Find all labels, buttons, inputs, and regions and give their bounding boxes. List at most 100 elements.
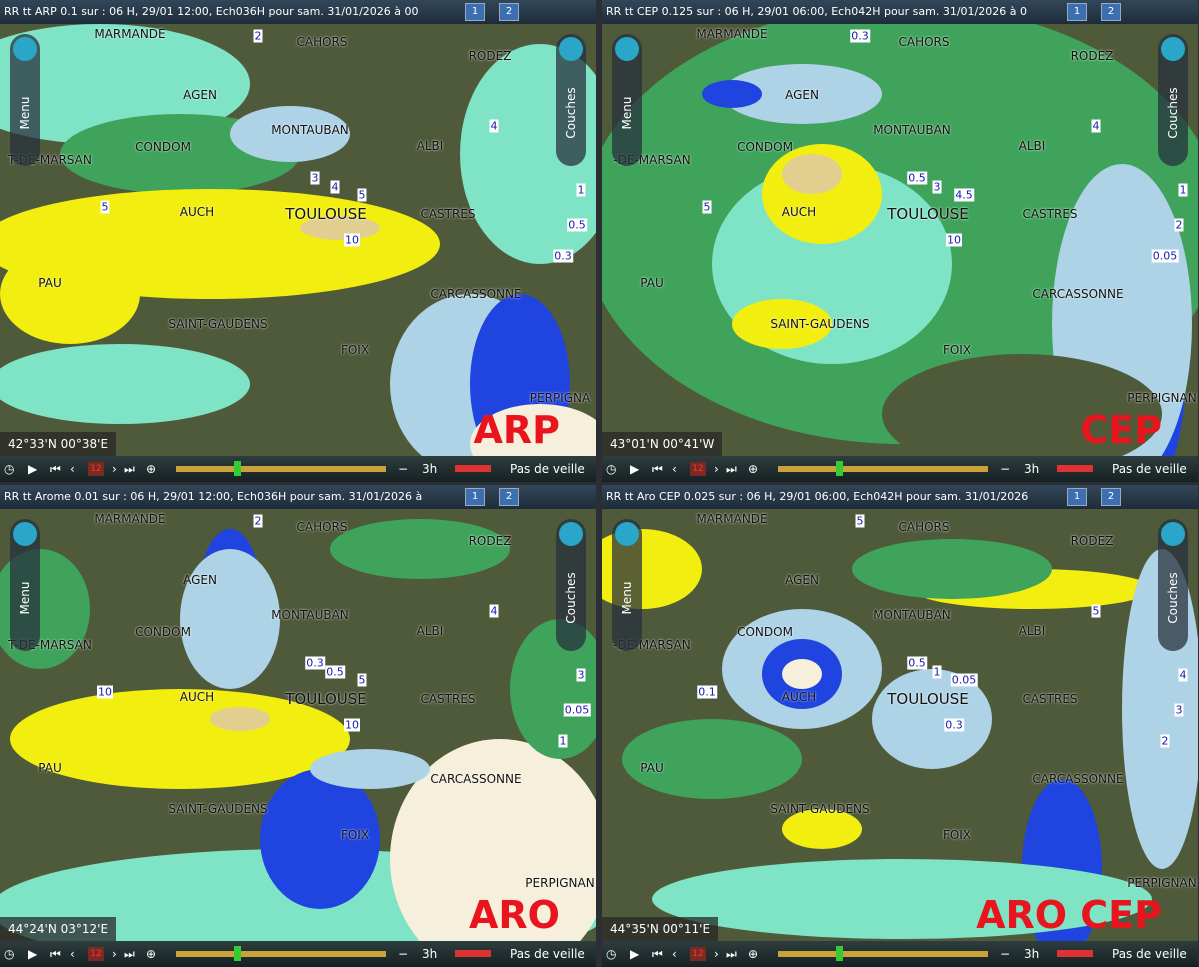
city-label: CASTRES bbox=[420, 692, 476, 706]
window-button[interactable]: 1 bbox=[1067, 488, 1087, 506]
time-slider[interactable] bbox=[176, 951, 386, 957]
city-label: CAHORS bbox=[296, 520, 348, 534]
step[interactable]: 3h bbox=[1024, 462, 1040, 476]
precip-area bbox=[310, 749, 430, 789]
step[interactable]: 3h bbox=[1024, 947, 1040, 961]
next-button[interactable]: › bbox=[112, 462, 117, 476]
last-button[interactable]: ⏭ bbox=[124, 947, 135, 961]
menu-button[interactable]: Menu bbox=[10, 519, 40, 651]
date-badge[interactable]: 12 bbox=[690, 462, 706, 476]
city-label: FOIX bbox=[340, 828, 370, 842]
slider-knob[interactable] bbox=[836, 946, 843, 961]
city-label: ALBI bbox=[1018, 624, 1046, 638]
city-label: CONDOM bbox=[135, 140, 191, 154]
window-button[interactable]: 2 bbox=[1101, 3, 1121, 21]
map[interactable] bbox=[0, 509, 596, 941]
city-label: TOULOUSE bbox=[887, 205, 969, 223]
time-slider[interactable] bbox=[176, 466, 386, 472]
zoom-button[interactable]: ⊕ bbox=[146, 462, 157, 476]
prev-button[interactable]: ‹ bbox=[70, 947, 75, 961]
zoom-button[interactable]: ⊕ bbox=[748, 947, 759, 961]
window-button[interactable]: 1 bbox=[465, 3, 485, 21]
first-button[interactable]: ⏮ bbox=[652, 947, 663, 961]
menu-button[interactable]: Menu bbox=[10, 34, 40, 166]
minus-button[interactable]: − bbox=[398, 462, 409, 476]
first-button[interactable]: ⏮ bbox=[50, 947, 61, 961]
precip-area bbox=[882, 354, 1162, 456]
toolbar: ◷ ▶ ⏮ ‹ 12 › ⏭ ⊕ −3h Pas de veille bbox=[602, 456, 1198, 482]
date-badge[interactable]: 12 bbox=[690, 947, 706, 961]
watch[interactable]: Pas de veille bbox=[1112, 947, 1187, 961]
zoom-button[interactable]: ⊕ bbox=[748, 462, 759, 476]
contour-label: 0.05 bbox=[1151, 249, 1179, 263]
watch[interactable]: Pas de veille bbox=[510, 462, 585, 476]
map[interactable] bbox=[602, 509, 1198, 941]
layers-button[interactable]: Couches bbox=[556, 519, 586, 651]
slider-knob[interactable] bbox=[234, 946, 241, 961]
minus-button[interactable]: − bbox=[1000, 462, 1011, 476]
menu-button[interactable]: Menu bbox=[612, 519, 642, 651]
play-button[interactable]: ▶ bbox=[630, 462, 640, 476]
first-button[interactable]: ⏮ bbox=[652, 462, 663, 476]
play-button[interactable]: ▶ bbox=[630, 947, 640, 961]
step[interactable]: 3h bbox=[422, 462, 438, 476]
speed-slider[interactable] bbox=[1057, 950, 1093, 957]
speed-slider[interactable] bbox=[455, 950, 491, 957]
prev-button[interactable]: ‹ bbox=[70, 462, 75, 476]
window-button[interactable]: 2 bbox=[499, 488, 519, 506]
last-button[interactable]: ⏭ bbox=[726, 947, 737, 961]
prev-button[interactable]: ‹ bbox=[672, 947, 677, 961]
menu-button[interactable]: Menu bbox=[612, 34, 642, 166]
clock-button[interactable]: ◷ bbox=[4, 947, 15, 961]
date-badge[interactable]: 12 bbox=[88, 462, 104, 476]
play-button[interactable]: ▶ bbox=[28, 462, 38, 476]
layers-icon bbox=[1161, 522, 1185, 546]
slider-knob[interactable] bbox=[234, 461, 241, 476]
zoom-button[interactable]: ⊕ bbox=[146, 947, 157, 961]
slider-knob[interactable] bbox=[836, 461, 843, 476]
next-button[interactable]: › bbox=[714, 947, 719, 961]
clock-button[interactable]: ◷ bbox=[606, 947, 617, 961]
contour-label: 5 bbox=[100, 200, 110, 214]
prev-button[interactable]: ‹ bbox=[672, 462, 677, 476]
contour-label: 2 bbox=[253, 29, 263, 43]
clock-button[interactable]: ◷ bbox=[4, 462, 15, 476]
step[interactable]: 3h bbox=[422, 947, 438, 961]
last-button[interactable]: ⏭ bbox=[124, 462, 135, 476]
contour-label: 10 bbox=[344, 718, 360, 732]
layers-button[interactable]: Couches bbox=[556, 34, 586, 166]
title: RR tt CEP 0.125 sur : 06 H, 29/01 06:00,… bbox=[606, 5, 1027, 18]
time-slider[interactable] bbox=[778, 951, 988, 957]
next-button[interactable]: › bbox=[714, 462, 719, 476]
speed-slider[interactable] bbox=[1057, 465, 1093, 472]
window-button[interactable]: 1 bbox=[465, 488, 485, 506]
contour-label: 0.05 bbox=[563, 703, 591, 717]
city-label: CARCASSONNE bbox=[430, 287, 522, 301]
map[interactable] bbox=[602, 24, 1198, 456]
next-button[interactable]: › bbox=[112, 947, 117, 961]
menu-icon bbox=[13, 37, 37, 61]
first-button[interactable]: ⏮ bbox=[50, 462, 61, 476]
layers-icon bbox=[1161, 37, 1185, 61]
map[interactable] bbox=[0, 24, 596, 456]
window-button[interactable]: 2 bbox=[499, 3, 519, 21]
watch[interactable]: Pas de veille bbox=[510, 947, 585, 961]
city-label: RODEZ bbox=[468, 49, 512, 63]
contour-label: 3 bbox=[310, 171, 320, 185]
layers-button[interactable]: Couches bbox=[1158, 34, 1188, 166]
clock-button[interactable]: ◷ bbox=[606, 462, 617, 476]
watch[interactable]: Pas de veille bbox=[1112, 462, 1187, 476]
play-button[interactable]: ▶ bbox=[28, 947, 38, 961]
city-label: PERPIGNAN bbox=[1127, 876, 1197, 890]
minus-button[interactable]: − bbox=[398, 947, 409, 961]
window-button[interactable]: 1 bbox=[1067, 3, 1087, 21]
layers-button[interactable]: Couches bbox=[1158, 519, 1188, 651]
layers-label: Couches bbox=[1166, 572, 1180, 624]
last-button[interactable]: ⏭ bbox=[726, 462, 737, 476]
date-badge[interactable]: 12 bbox=[88, 947, 104, 961]
window-button[interactable]: 2 bbox=[1101, 488, 1121, 506]
time-slider[interactable] bbox=[778, 466, 988, 472]
speed-slider[interactable] bbox=[455, 465, 491, 472]
city-label: CONDOM bbox=[737, 140, 793, 154]
minus-button[interactable]: − bbox=[1000, 947, 1011, 961]
